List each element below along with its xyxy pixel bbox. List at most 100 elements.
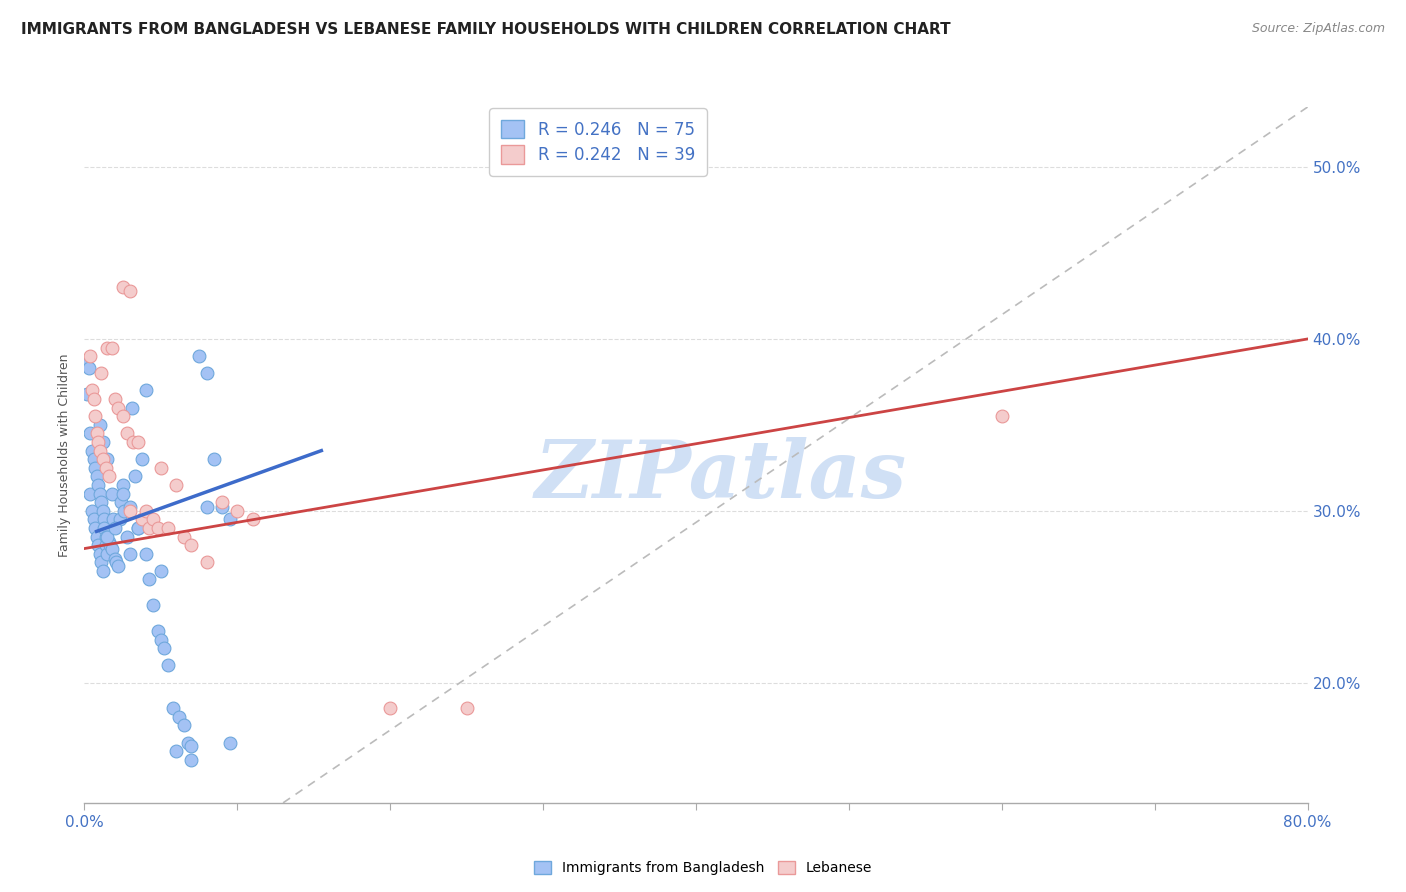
Point (91, 452, 114, 467)
Text: IMMIGRANTS FROM BANGLADESH VS LEBANESE FAMILY HOUSEHOLDS WITH CHILDREN CORRELATI: IMMIGRANTS FROM BANGLADESH VS LEBANESE F… (21, 22, 950, 37)
Point (90, 555, 112, 569)
Point (242, 512, 264, 526)
Point (195, 367, 218, 381)
Point (188, 349, 211, 363)
Point (202, 452, 225, 467)
Point (83, 392, 105, 406)
Point (103, 512, 125, 526)
Point (90, 367, 112, 381)
Point (101, 541, 124, 556)
Point (107, 558, 129, 573)
Point (98, 538, 121, 552)
Point (84, 409, 107, 424)
Point (96, 341, 118, 355)
Point (127, 521, 149, 535)
Point (84, 460, 107, 475)
Point (112, 504, 135, 518)
Point (79, 349, 101, 363)
Legend: Immigrants from Bangladesh, Lebanese: Immigrants from Bangladesh, Lebanese (529, 855, 877, 880)
Point (96, 452, 118, 467)
Point (108, 512, 131, 526)
Point (80, 504, 103, 518)
Point (97, 469, 120, 483)
Point (79, 426, 101, 441)
Point (135, 384, 157, 398)
Point (380, 701, 402, 715)
Point (89, 417, 111, 432)
Point (84, 521, 107, 535)
Point (127, 521, 149, 535)
Y-axis label: Family Households with Children: Family Households with Children (58, 353, 72, 557)
Point (135, 547, 157, 561)
Point (104, 552, 127, 566)
Point (120, 547, 142, 561)
Point (91, 564, 114, 578)
Point (90, 495, 112, 509)
Point (76, 387, 98, 401)
Point (111, 486, 134, 500)
Point (142, 512, 165, 526)
Point (104, 521, 127, 535)
Point (91, 504, 114, 518)
Point (86, 426, 108, 441)
Point (87, 435, 110, 450)
Point (105, 555, 128, 569)
Point (131, 452, 153, 467)
Point (120, 500, 142, 515)
Point (149, 460, 172, 475)
Point (211, 500, 233, 515)
Point (89, 486, 111, 500)
Text: ZIPatlas: ZIPatlas (534, 437, 907, 515)
Point (127, 435, 149, 450)
Point (87, 538, 110, 552)
Point (79, 486, 101, 500)
Point (80, 384, 103, 398)
Point (149, 564, 172, 578)
Point (226, 504, 249, 518)
Point (211, 495, 233, 509)
Point (101, 486, 124, 500)
Point (115, 529, 138, 543)
Point (86, 529, 108, 543)
Text: Source: ZipAtlas.com: Source: ZipAtlas.com (1251, 22, 1385, 36)
Point (77, 361, 100, 376)
Point (91, 435, 114, 450)
Point (180, 753, 202, 767)
Point (167, 710, 190, 724)
Point (111, 280, 134, 294)
Point (165, 478, 187, 492)
Point (80, 443, 103, 458)
Point (111, 478, 134, 492)
Point (96, 529, 118, 543)
Point (89, 443, 111, 458)
Point (173, 529, 195, 543)
Point (83, 512, 105, 526)
Point (153, 641, 176, 656)
Point (104, 392, 127, 406)
Point (89, 547, 111, 561)
Point (180, 739, 202, 753)
Point (162, 701, 184, 715)
Point (86, 469, 108, 483)
Point (94, 529, 117, 543)
Point (142, 599, 165, 613)
Point (75, 358, 97, 372)
Point (138, 573, 160, 587)
Point (121, 401, 143, 415)
Point (195, 500, 218, 515)
Point (138, 521, 160, 535)
Point (131, 512, 153, 526)
Point (177, 736, 200, 750)
Point (157, 658, 180, 673)
Point (135, 504, 157, 518)
Point (146, 624, 169, 638)
Legend: R = 0.246   N = 75, R = 0.242   N = 39: R = 0.246 N = 75, R = 0.242 N = 39 (489, 109, 707, 176)
Point (120, 284, 142, 298)
Point (173, 718, 195, 732)
Point (111, 409, 134, 424)
Point (94, 538, 117, 552)
Point (122, 435, 145, 450)
Point (110, 495, 132, 509)
Point (218, 512, 240, 526)
Point (146, 521, 169, 535)
